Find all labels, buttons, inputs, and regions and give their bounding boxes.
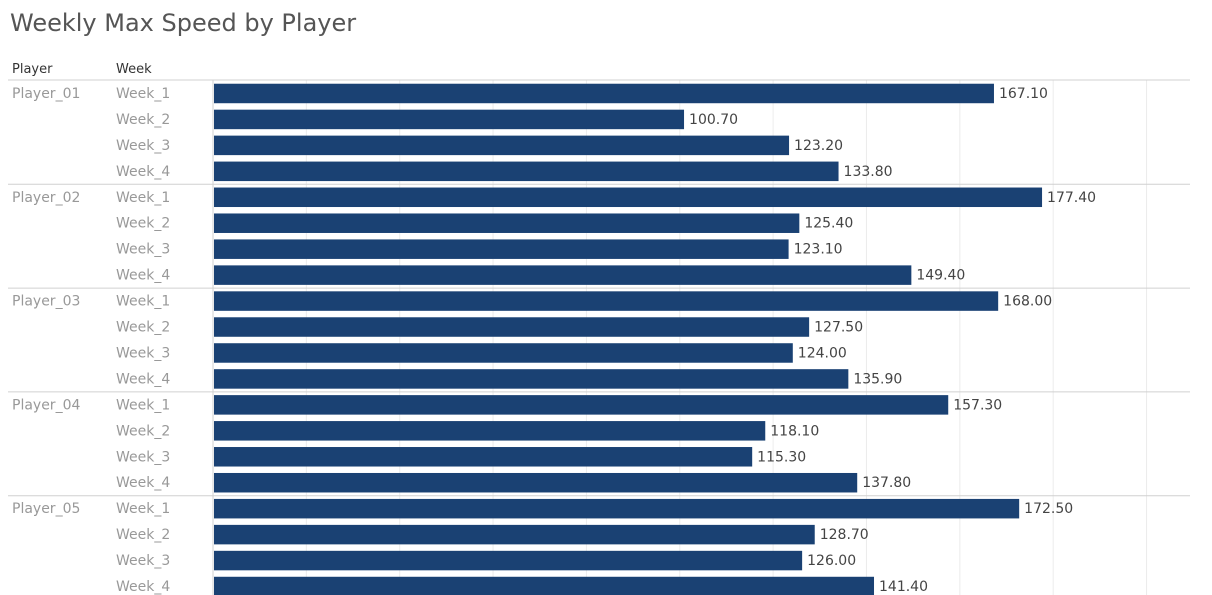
value-label: 167.10 (999, 86, 1048, 102)
value-label: 125.40 (804, 216, 853, 232)
week-label: Week_4 (116, 579, 170, 595)
week-label: Week_4 (116, 475, 170, 491)
bar-rows: Player_01 Week_1 167.10 Week_2 100.70 Week_3 1… (12, 83, 1096, 595)
week-column-header: Week (116, 62, 152, 77)
week-label: Week_3 (116, 345, 170, 361)
week-label: Week_3 (116, 242, 170, 258)
bar (214, 187, 1043, 208)
value-label: 123.10 (794, 242, 843, 258)
bar (214, 369, 849, 389)
week-label: Week_1 (116, 397, 170, 413)
week-label: Week_1 (116, 294, 170, 310)
week-label: Week_1 (116, 86, 170, 102)
week-label: Week_3 (116, 553, 170, 569)
player-group: Player_05 Week_1 172.50 Week_2 128.70 Week_3 1… (12, 498, 1073, 595)
value-label: 100.70 (689, 112, 738, 128)
value-label: 157.30 (953, 397, 1002, 413)
bar (214, 135, 790, 156)
value-label: 168.00 (1003, 294, 1052, 310)
player-label: Player_02 (12, 190, 80, 206)
week-label: Week_2 (116, 423, 170, 439)
player-column-header: Player (12, 62, 53, 77)
bar (214, 317, 810, 337)
player-group: Player_04 Week_1 157.30 Week_2 118.10 Week_3 1… (12, 395, 1002, 493)
bar (214, 161, 839, 182)
week-label: Week_4 (116, 164, 170, 180)
group-separators (8, 79, 1190, 497)
week-label: Week_2 (116, 320, 170, 336)
bar (214, 109, 685, 130)
bar (214, 343, 793, 363)
value-label: 115.30 (757, 449, 806, 465)
value-label: 141.40 (879, 579, 928, 595)
week-label: Week_1 (116, 190, 170, 206)
week-label: Week_4 (116, 371, 170, 387)
value-label: 135.90 (853, 371, 902, 387)
player-label: Player_03 (12, 294, 80, 310)
value-label: 149.40 (916, 268, 965, 284)
value-label: 124.00 (798, 345, 847, 361)
bar (214, 239, 789, 259)
value-label: 137.80 (862, 475, 911, 491)
bar (214, 291, 999, 311)
bar (214, 524, 815, 545)
bar (214, 265, 912, 285)
bar (214, 83, 994, 104)
week-label: Week_2 (116, 216, 170, 232)
value-label: 123.20 (794, 138, 843, 154)
bar (214, 421, 766, 441)
player-group: Player_02 Week_1 177.40 Week_2 125.40 Week_3 1… (12, 187, 1096, 285)
value-label: 177.40 (1047, 190, 1096, 206)
bar (214, 550, 803, 571)
value-label: 118.10 (770, 423, 819, 439)
value-label: 127.50 (814, 320, 863, 336)
bar (214, 395, 949, 415)
week-label: Week_2 (116, 527, 170, 543)
player-label: Player_01 (12, 86, 80, 102)
player-group: Player_03 Week_1 168.00 Week_2 127.50 Week_3 1… (12, 291, 1052, 389)
week-label: Week_1 (116, 501, 170, 517)
bar (214, 213, 800, 233)
value-label: 133.80 (844, 164, 893, 180)
value-label: 172.50 (1024, 501, 1073, 517)
week-label: Week_3 (116, 449, 170, 465)
bar (214, 472, 858, 493)
player-group: Player_01 Week_1 167.10 Week_2 100.70 Week_3 1… (12, 83, 1048, 182)
player-label: Player_05 (12, 501, 80, 517)
player-label: Player_04 (12, 397, 80, 413)
bar (214, 447, 753, 467)
week-label: Week_2 (116, 112, 170, 128)
value-label: 126.00 (807, 553, 856, 569)
week-label: Week_3 (116, 138, 170, 154)
bar (214, 498, 1020, 519)
value-label: 128.70 (820, 527, 869, 543)
chart-title: Weekly Max Speed by Player (10, 9, 357, 37)
bar (214, 576, 875, 595)
week-label: Week_4 (116, 268, 170, 284)
